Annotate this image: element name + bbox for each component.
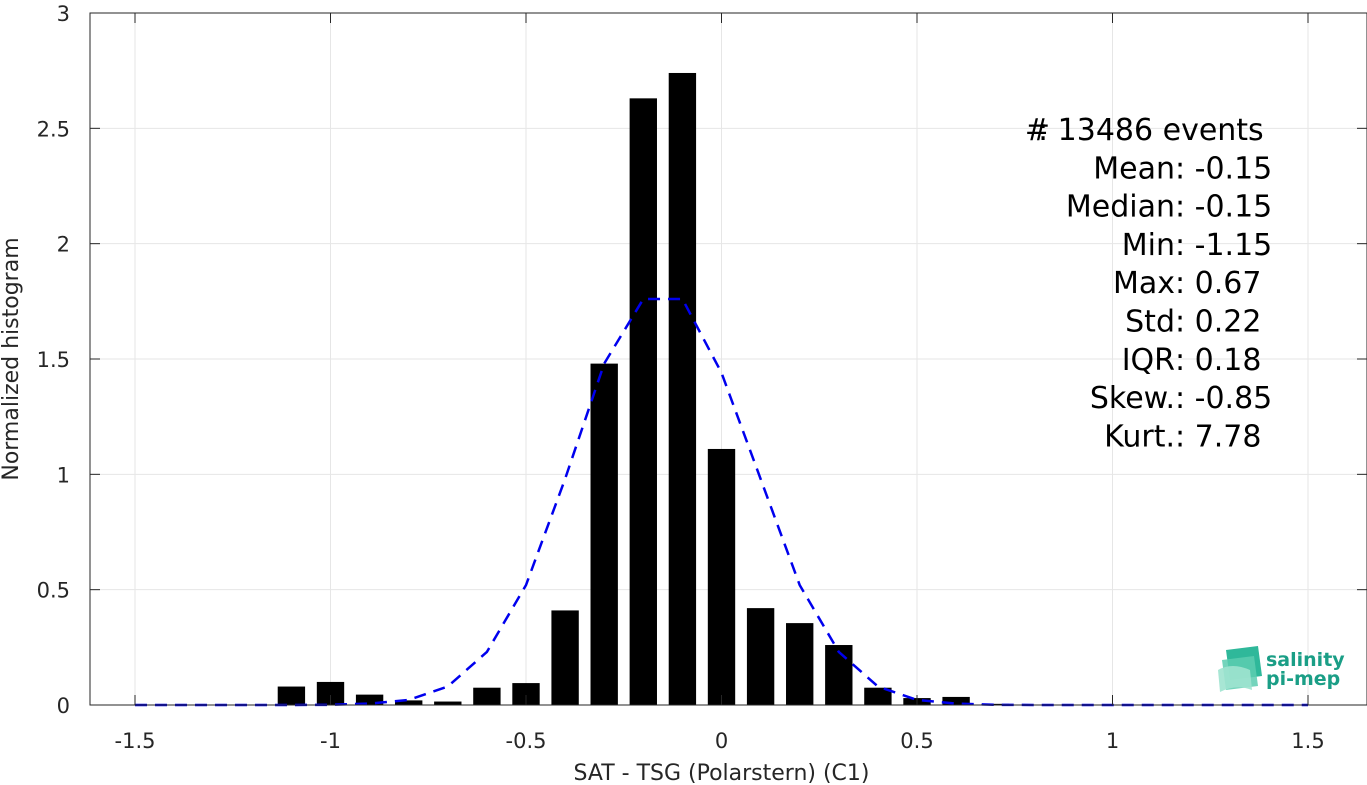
stats-value: : 0.22 — [1175, 305, 1261, 340]
y-tick-label: 0 — [57, 694, 70, 718]
stats-value: : -0.85 — [1175, 381, 1272, 416]
y-tick-label: 0.5 — [37, 579, 70, 603]
histogram-bar — [316, 681, 345, 705]
stats-value: : 0.67 — [1175, 266, 1261, 301]
stats-label: Skew. — [1090, 381, 1175, 416]
histogram-bar — [942, 696, 970, 705]
histogram-bar — [551, 610, 579, 705]
stats-value: : -0.15 — [1175, 151, 1272, 186]
stats-value: : -1.15 — [1175, 228, 1272, 263]
histogram-bar — [668, 72, 697, 706]
salinity-pi-mep-logo: salinity pi-mep — [1218, 646, 1345, 692]
x-tick-labels: -1.5 -1 -0.5 0 0.5 1 1.5 — [115, 729, 1325, 753]
stats-value: : -0.15 — [1175, 190, 1272, 225]
stats-label: Kurt. — [1104, 419, 1175, 454]
stats-label: IQR — [1122, 343, 1175, 378]
x-tick-label: -1.5 — [115, 729, 156, 753]
x-tick-label: 0 — [715, 729, 728, 753]
histogram-bar — [629, 98, 657, 705]
histogram-bars — [277, 72, 1009, 706]
y-tick-label: 2 — [57, 233, 70, 257]
y-tick-label: 1 — [57, 463, 70, 487]
logo-icon — [1218, 646, 1262, 692]
histogram-bar — [473, 687, 501, 705]
histogram-bar — [981, 703, 1009, 705]
x-tick-label: 1.5 — [1291, 729, 1324, 753]
histogram-bar — [707, 448, 736, 705]
stats-label: # — [1025, 113, 1050, 148]
x-axis-label: SAT - TSG (Polarstern) (C1) — [573, 761, 869, 785]
stats-label: Median — [1066, 190, 1175, 225]
histogram-bar — [590, 363, 618, 705]
stats-label: Mean — [1093, 151, 1175, 186]
y-tick-label: 3 — [57, 2, 70, 26]
histogram-bar — [395, 700, 423, 705]
histogram-bar — [746, 608, 775, 705]
stats-value: : 7.78 — [1175, 419, 1261, 454]
stats-value: : 13486 events — [1038, 113, 1264, 148]
stats-value: : 0.18 — [1175, 343, 1261, 378]
histogram-bar — [434, 701, 462, 705]
y-tick-label: 1.5 — [37, 348, 70, 372]
logo-text-salinity: salinity — [1266, 649, 1345, 671]
histogram-bar — [786, 623, 814, 705]
x-tick-label: 0.5 — [900, 729, 933, 753]
x-tick-label: -1 — [320, 729, 341, 753]
logo-text-pi-mep: pi-mep — [1266, 668, 1340, 690]
y-tick-labels: 0 0.5 1 1.5 2 2.5 3 — [37, 2, 70, 718]
y-axis-label: Normalized histogram — [0, 237, 24, 480]
stats-label: Std — [1125, 305, 1175, 340]
histogram-bar — [864, 687, 892, 705]
histogram-bar — [512, 683, 540, 705]
stats-label: Max — [1113, 266, 1175, 301]
y-tick-label: 2.5 — [37, 117, 70, 141]
stats-label: Min — [1122, 228, 1175, 263]
histogram-bar — [277, 686, 306, 705]
x-tick-label: -0.5 — [506, 729, 547, 753]
histogram-bar — [355, 694, 384, 705]
histogram-bar — [825, 645, 853, 705]
x-tick-label: 1 — [1106, 729, 1119, 753]
axis-ticks — [90, 12, 1367, 706]
